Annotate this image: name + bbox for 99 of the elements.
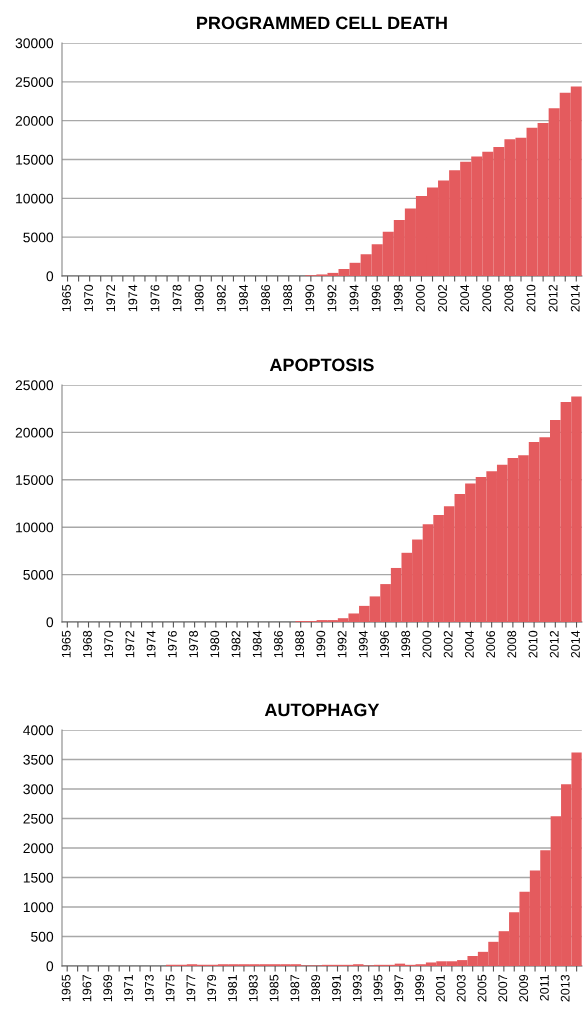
x-tick-label: 1982: [216, 284, 226, 312]
x-tick-label: 1965: [62, 284, 71, 312]
x-tick-label: 1993: [352, 974, 362, 1002]
x-tick-label: 2002: [438, 284, 447, 312]
x-tick-label: 1992: [337, 630, 347, 658]
y-tick-label: 25000: [15, 380, 54, 391]
x-tick-label: 2014: [570, 284, 580, 312]
x-tick-label: 1971: [124, 974, 133, 1002]
y-tick-label: 20000: [15, 116, 54, 126]
x-tick-label: 2003: [456, 974, 466, 1002]
x-tick-label: 1996: [380, 630, 389, 658]
y-tick-label: 25000: [15, 77, 54, 87]
x-tick-label: 2006: [482, 284, 492, 312]
y-tick-label: 1000: [23, 902, 54, 913]
x-tick-label: 1989: [311, 974, 321, 1002]
x-tick-label: 1980: [194, 284, 204, 312]
x-tick-label: 2011: [539, 974, 549, 1001]
x-tick-label: 2009: [519, 974, 529, 1002]
x-tick-label: 1974: [128, 284, 138, 312]
x-tick-label: 1997: [394, 974, 404, 1002]
x-tick-label: 2013: [560, 974, 570, 1002]
x-tick-label: 1984: [239, 284, 248, 312]
x-tick-label: 1984: [252, 630, 262, 658]
y-tick-label: 2500: [23, 813, 54, 824]
y-tick-label: 15000: [16, 154, 54, 165]
x-tick-label: 1965: [61, 630, 71, 658]
x-tick-label: 1980: [210, 630, 220, 658]
x-tick-label: 2006: [486, 630, 496, 658]
y-tick-label: 4000: [23, 725, 54, 736]
x-tick-label: 2004: [464, 630, 474, 658]
x-tick-label: 1979: [207, 974, 217, 1002]
x-tick-label: 1965: [61, 974, 71, 1002]
x-tick-label: 1996: [371, 284, 381, 312]
x-tick-label: 1988: [295, 630, 305, 658]
x-tick-label: 2012: [548, 284, 558, 312]
x-tick-label: 1970: [84, 284, 94, 312]
x-tick-label: 1983: [248, 974, 258, 1002]
x-tick-label: 1994: [358, 630, 368, 658]
x-tick-label: 1976: [150, 284, 160, 312]
x-tick-label: 1969: [103, 974, 113, 1002]
x-tick-label: 1990: [305, 284, 315, 312]
y-tick-label: 3000: [23, 784, 54, 795]
y-tick-label: 2000: [23, 843, 54, 854]
y-tick-label: 15000: [16, 475, 54, 485]
x-tick-label: 1986: [261, 284, 270, 312]
x-tick-label: 2010: [528, 630, 538, 658]
x-tick-label: 2004: [460, 284, 470, 312]
y-tick-label: 3500: [23, 754, 54, 765]
x-tick-label: 1991: [332, 974, 341, 1002]
chart-title: PROGRAMMED CELL DEATH: [197, 16, 447, 30]
x-tick-label: 1994: [349, 284, 359, 312]
x-tick-label: 1986: [273, 630, 283, 658]
x-tick-label: 2010: [526, 284, 536, 312]
y-tick-label: 10000: [16, 193, 54, 204]
x-tick-label: 2007: [498, 974, 508, 1002]
x-tick-label: 2005: [477, 974, 487, 1002]
y-tick-label: 0: [46, 961, 54, 972]
x-tick-label: 2012: [549, 630, 559, 658]
x-tick-label: 2014: [571, 630, 580, 658]
x-tick-label: 1970: [104, 630, 114, 658]
y-tick-label: 5000: [23, 232, 54, 243]
x-tick-label: 1999: [415, 974, 425, 1002]
x-tick-label: 2002: [443, 630, 453, 658]
x-tick-label: 1981: [228, 974, 237, 1002]
x-tick-label: 1985: [269, 974, 279, 1002]
x-tick-label: 2008: [507, 630, 517, 658]
x-tick-label: 1998: [393, 284, 403, 312]
x-tick-label: 1972: [106, 284, 116, 312]
y-tick-label: 5000: [23, 569, 54, 580]
x-tick-label: 1978: [189, 630, 198, 658]
x-tick-label: 2001: [435, 974, 445, 1002]
x-tick-label: 1975: [165, 974, 175, 1002]
y-tick-label: 1500: [23, 872, 54, 883]
x-tick-label: 1978: [172, 284, 182, 312]
x-tick-label: 2008: [504, 284, 514, 312]
x-tick-label: 2000: [422, 630, 432, 658]
x-tick-label: 1977: [186, 974, 196, 1002]
x-tick-label: 1972: [125, 630, 135, 658]
y-tick-label: 0: [46, 617, 54, 628]
x-tick-label: 1982: [231, 630, 241, 658]
chart-title: APOPTOSIS: [269, 358, 374, 372]
x-tick-label: 1987: [290, 974, 300, 1002]
y-tick-label: 30000: [15, 38, 54, 49]
y-tick-label: 0: [46, 271, 54, 282]
x-tick-label: 1988: [283, 284, 293, 312]
y-tick-label: 20000: [15, 427, 54, 438]
x-tick-label: 1992: [327, 284, 337, 312]
x-tick-label: 1976: [167, 630, 177, 658]
x-tick-label: 1967: [82, 974, 92, 1002]
chart-title: AUTOPHAGY: [264, 703, 380, 717]
x-tick-label: 1973: [144, 974, 154, 1002]
x-tick-label: 1974: [146, 630, 156, 658]
y-tick-label: 10000: [16, 522, 54, 533]
x-tick-label: 2000: [415, 284, 425, 312]
x-tick-label: 1995: [373, 974, 383, 1002]
x-tick-label: 1968: [83, 630, 92, 658]
y-tick-label: 500: [31, 931, 54, 942]
x-tick-label: 1998: [401, 630, 411, 658]
x-tick-label: 1990: [316, 630, 326, 658]
